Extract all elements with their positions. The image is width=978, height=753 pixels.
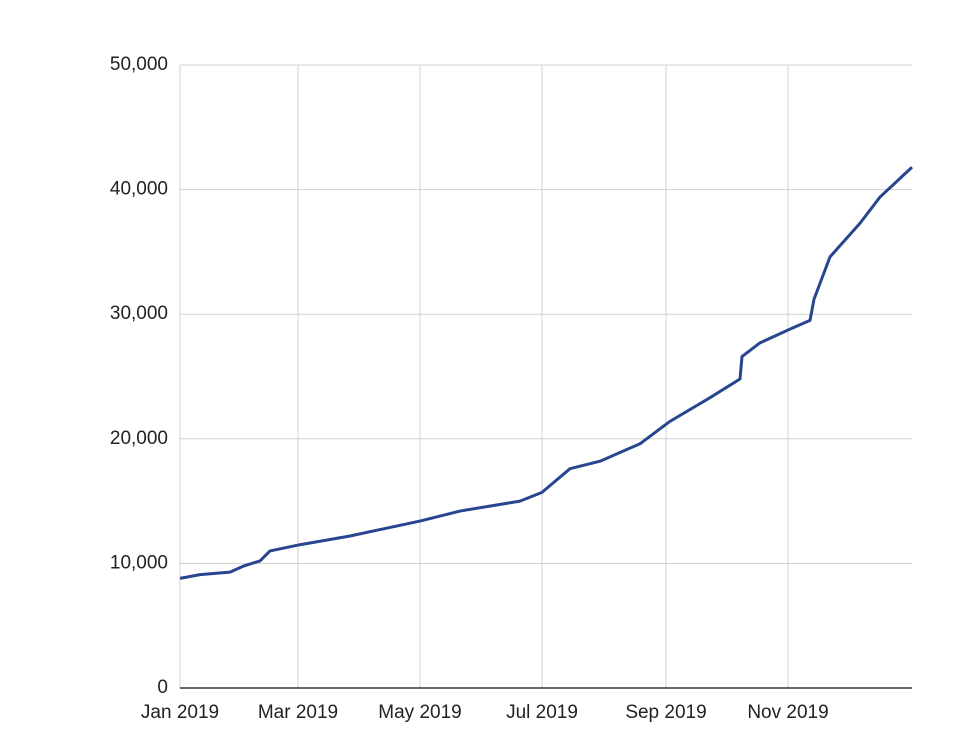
- x-tick-label: Mar 2019: [258, 702, 338, 723]
- x-tick-label: Nov 2019: [747, 702, 828, 723]
- y-tick-label: 0: [157, 677, 168, 698]
- y-tick-label: 10,000: [110, 552, 168, 573]
- x-tick-label: Sep 2019: [625, 702, 706, 723]
- y-tick-label: 20,000: [110, 428, 168, 449]
- y-tick-label: 30,000: [110, 303, 168, 324]
- data-line: [179, 166, 914, 580]
- y-tick-label: 50,000: [110, 54, 168, 75]
- x-tick-label: Jan 2019: [141, 702, 219, 723]
- y-tick-label: 40,000: [110, 179, 168, 200]
- x-tick-label: Jul 2019: [506, 702, 578, 723]
- x-tick-label: May 2019: [378, 702, 461, 723]
